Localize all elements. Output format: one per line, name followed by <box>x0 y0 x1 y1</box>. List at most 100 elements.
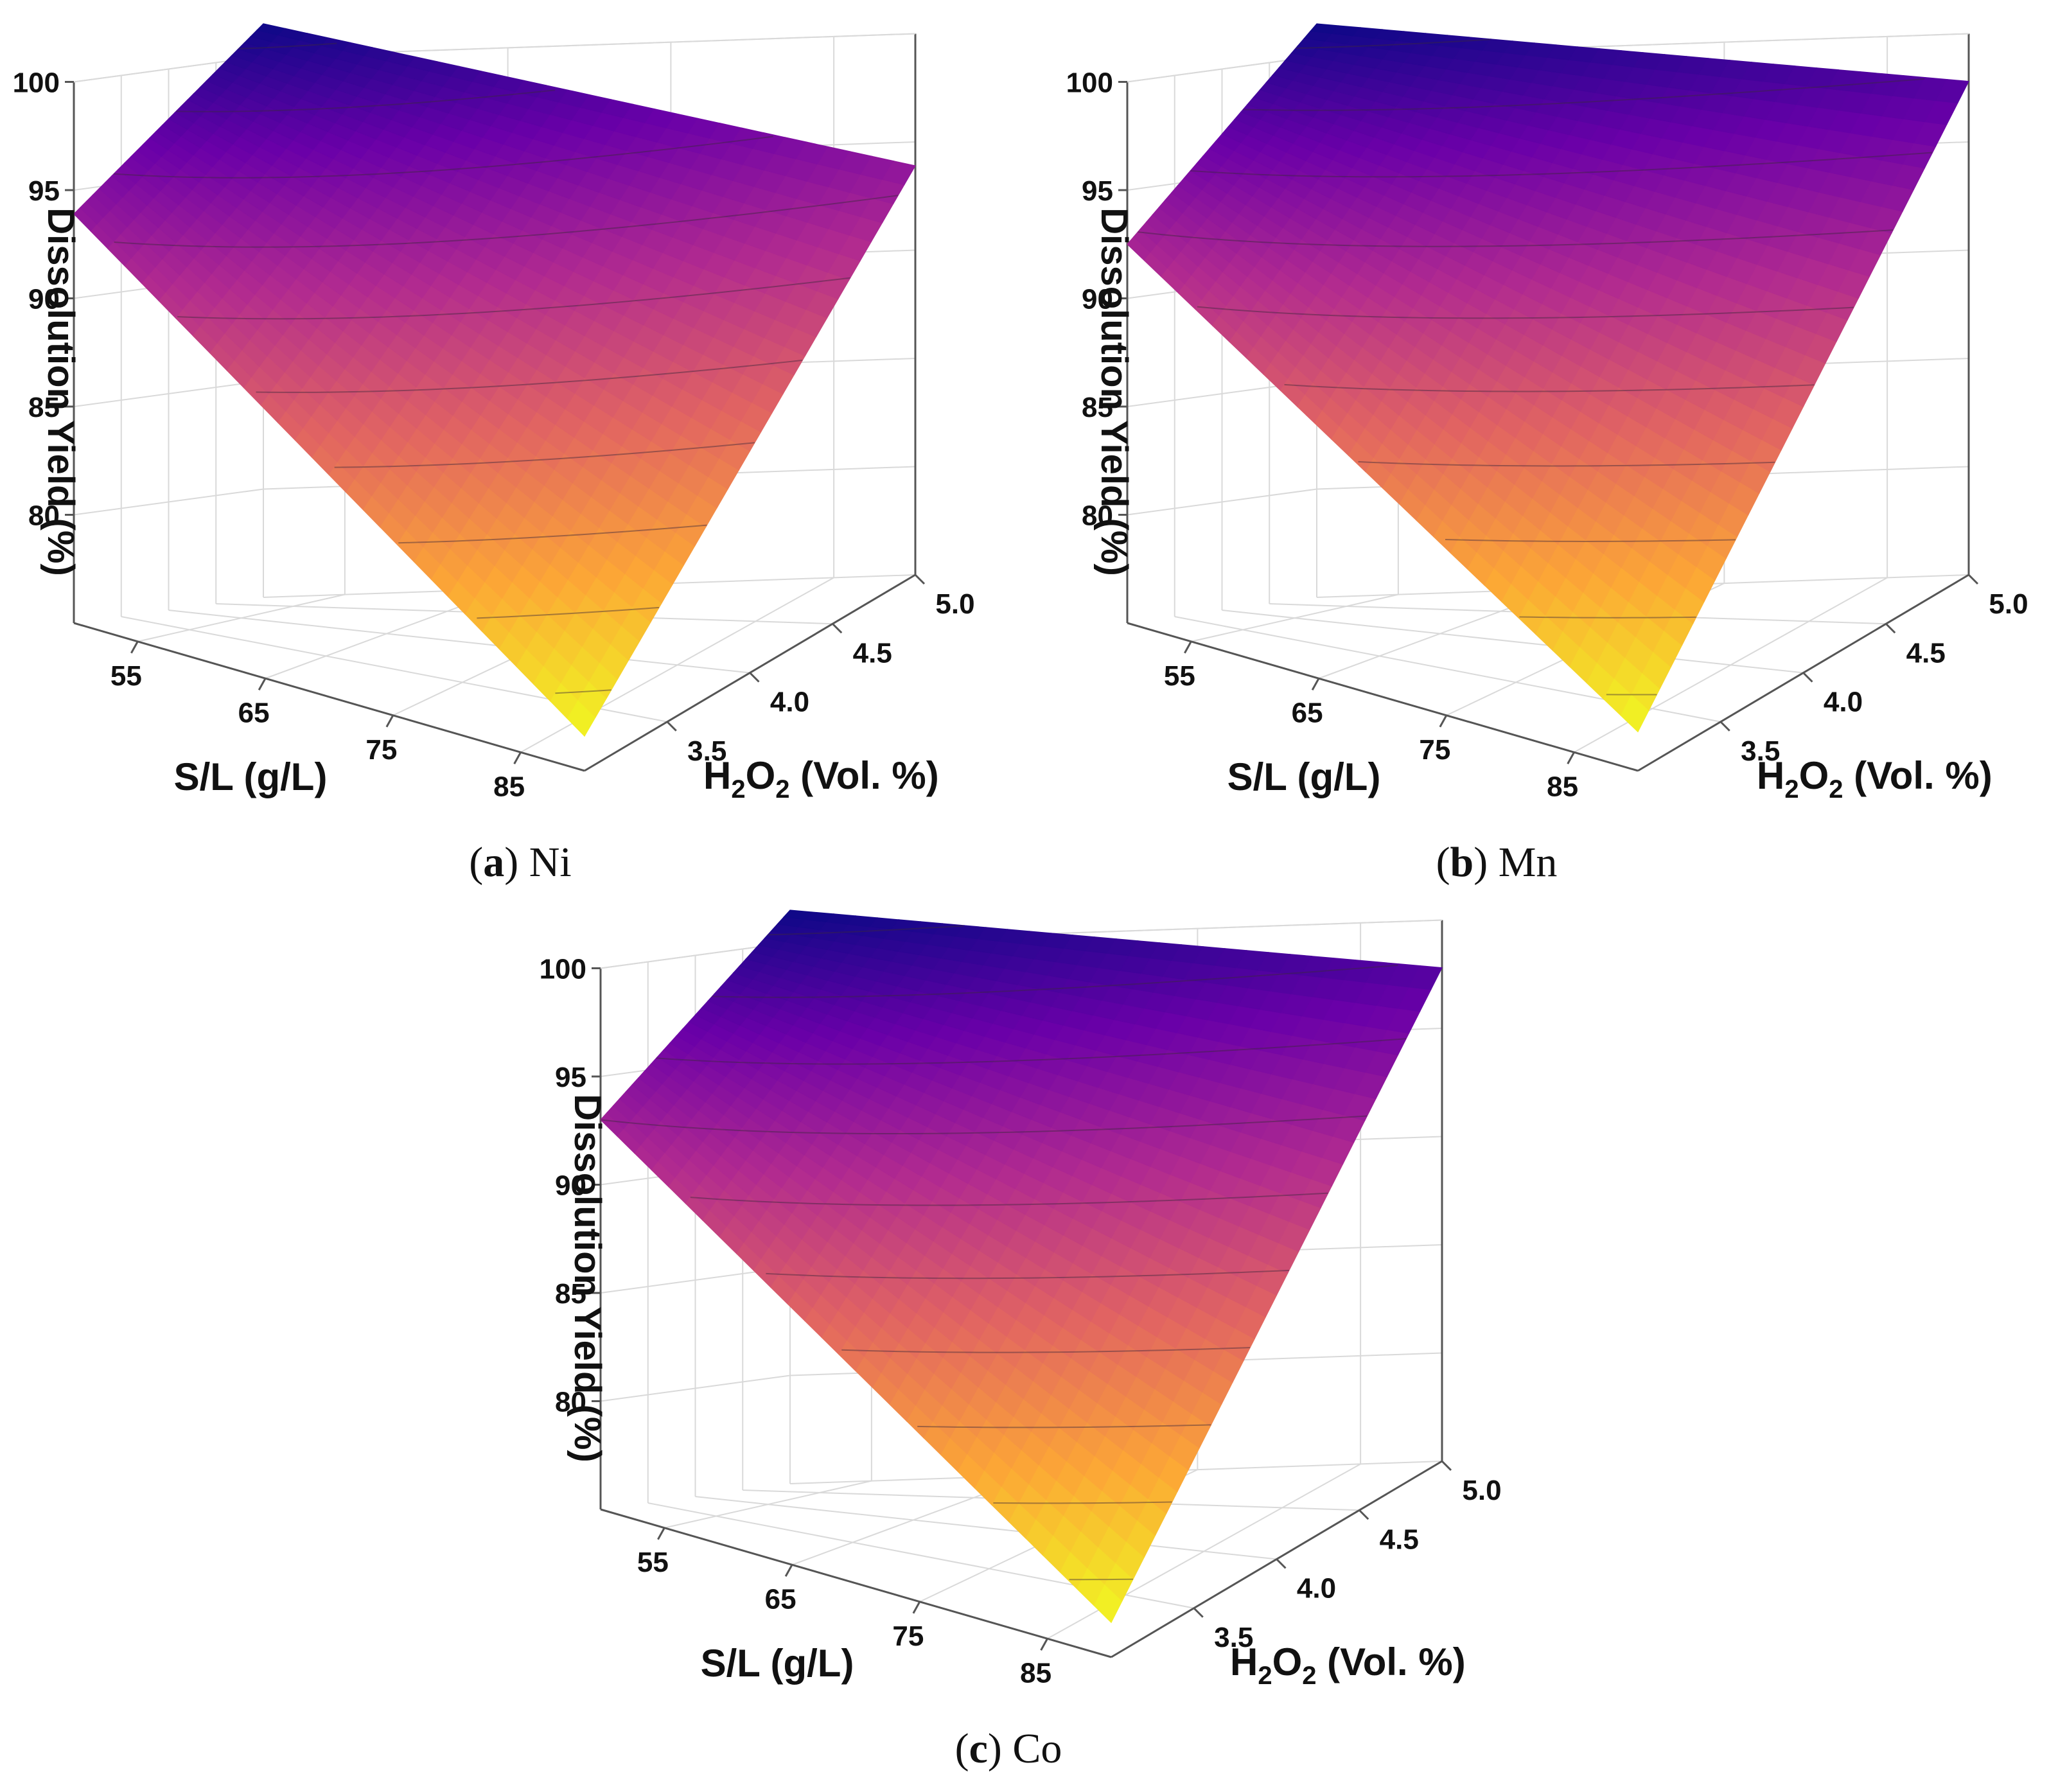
surface <box>1127 23 1969 733</box>
y-tick-label: 4.5 <box>1380 1524 1419 1555</box>
x-axis-title: S/L (g/L) <box>701 1642 854 1685</box>
contour-line <box>176 89 556 112</box>
x-tick-mark <box>385 715 394 728</box>
x-axis-line <box>1127 622 1639 772</box>
contour-line <box>917 1424 1211 1428</box>
caption-c: (c) Co <box>954 1725 1062 1772</box>
y-axis-title: H2O2 (Vol. %) <box>1230 1640 1466 1690</box>
x-tick-mark <box>657 1527 665 1540</box>
x-tick-label: 65 <box>238 697 270 728</box>
y-tick-label: 4.5 <box>853 637 892 669</box>
x-tick-label: 65 <box>1292 697 1323 728</box>
contour-line <box>600 1115 1368 1135</box>
z-tick-label: 80 <box>555 1387 586 1418</box>
z-tick-label: 90 <box>1082 284 1113 315</box>
contour-line <box>1190 152 1933 178</box>
caption-element: Mn <box>1498 839 1558 886</box>
z-tick-label: 95 <box>555 1062 586 1093</box>
y-tick-label: 4.0 <box>1297 1573 1336 1604</box>
caption-letter: a <box>483 839 505 886</box>
x-tick-mark <box>1040 1638 1048 1651</box>
y-axis-title: H2O2 (Vol. %) <box>1757 754 1992 804</box>
contour-line <box>238 42 337 49</box>
y-tick-label: 4.5 <box>1906 637 1946 669</box>
contour-line <box>993 1501 1172 1504</box>
x-tick-mark <box>513 751 522 764</box>
y-tick-mark <box>749 672 760 683</box>
z-axis-title: Dissolution Yield (%) <box>1093 207 1135 576</box>
contour-lines <box>1138 39 1933 696</box>
y-tick-label: 3.5 <box>687 735 726 767</box>
z-tick-label: 90 <box>28 284 60 315</box>
contour-line <box>712 964 1398 998</box>
z-tick-label: 95 <box>28 175 60 207</box>
y-tick-mark <box>832 623 843 634</box>
y-tick-mark <box>1719 721 1730 732</box>
contour-line <box>1069 1578 1134 1581</box>
y-tick-mark <box>1276 1558 1287 1569</box>
contour-lines <box>600 925 1407 1581</box>
z-tick-label: 100 <box>540 954 586 985</box>
caption-a: (a) Ni <box>469 839 572 886</box>
y-tick-mark <box>1193 1607 1204 1618</box>
x-axis-line <box>73 622 585 772</box>
y-tick-label: 5.0 <box>1462 1475 1501 1506</box>
y-tick-mark <box>1441 1460 1452 1471</box>
contour-line <box>690 1192 1328 1206</box>
y-tick-label: 5.0 <box>1989 588 2028 620</box>
y-tick-mark <box>1967 574 1979 585</box>
chart-panel-co: 80 85 90 95 100 55 65 75 85 3.5 4.0 4.5 5.0 S/L (g/L)… <box>540 886 1554 1786</box>
surface-patch <box>882 161 916 186</box>
contour-line <box>398 524 707 544</box>
floor-grid-line <box>695 1496 1277 1560</box>
contour-line <box>256 359 803 393</box>
caption-element: Ni <box>529 839 572 886</box>
x-tick-mark <box>1567 751 1575 764</box>
z-tick-label: 90 <box>555 1170 586 1202</box>
x-tick-mark <box>258 678 267 690</box>
x-tick-mark <box>1439 715 1448 728</box>
y-tick-mark <box>1885 623 1896 634</box>
z-tick-label: 80 <box>1082 500 1113 532</box>
x-tick-label: 85 <box>1020 1657 1051 1689</box>
x-tick-label: 85 <box>493 771 525 802</box>
contour-line <box>114 136 773 179</box>
y-tick-label: 3.5 <box>1741 735 1780 767</box>
x-tick-label: 55 <box>637 1547 669 1578</box>
surface-plot-mn: 80 85 90 95 100 55 65 75 85 3.5 4.0 4.5 5.0 S/L (g/L)… <box>1066 23 2028 804</box>
contour-line <box>1358 461 1775 467</box>
contour-line <box>1138 229 1894 247</box>
x-tick-label: 55 <box>110 660 142 692</box>
contour-line <box>841 1347 1251 1353</box>
contour-lines <box>114 42 899 694</box>
x-axis-line <box>600 1508 1112 1658</box>
z-tick-label: 100 <box>13 67 60 99</box>
contour-line <box>555 689 611 694</box>
y-tick-mark <box>666 721 677 732</box>
contour-line <box>656 1038 1407 1065</box>
contour-line <box>477 606 660 619</box>
contour-line <box>177 277 850 320</box>
contour-line <box>1197 306 1854 319</box>
x-tick-label: 85 <box>1547 771 1578 802</box>
y-tick-mark <box>1802 672 1813 683</box>
contour-line <box>114 195 899 248</box>
x-axis-title: S/L (g/L) <box>174 755 328 798</box>
x-tick-mark <box>130 641 139 654</box>
z-tick-label: 80 <box>28 500 60 532</box>
x-tick-label: 55 <box>1164 660 1195 692</box>
contour-line <box>1445 538 1736 542</box>
surface-plot-co: 80 85 90 95 100 55 65 75 85 3.5 4.0 4.5 5.0 S/L (g/L)… <box>540 909 1502 1690</box>
y-axis-title: H2O2 (Vol. %) <box>703 754 939 804</box>
caption-letter: c <box>969 1725 988 1772</box>
contour-line <box>1284 383 1815 392</box>
y-tick-label: 5.0 <box>935 588 974 620</box>
surface <box>73 23 916 737</box>
y-tick-label: 4.0 <box>770 687 809 718</box>
z-axis-title: Dissolution Yield (%) <box>567 1094 608 1463</box>
x-tick-mark <box>912 1601 921 1614</box>
z-tick-label: 85 <box>1082 392 1113 423</box>
surface-patch <box>1935 79 1969 104</box>
contour-line <box>1243 78 1925 111</box>
caption-letter: b <box>1450 839 1474 886</box>
